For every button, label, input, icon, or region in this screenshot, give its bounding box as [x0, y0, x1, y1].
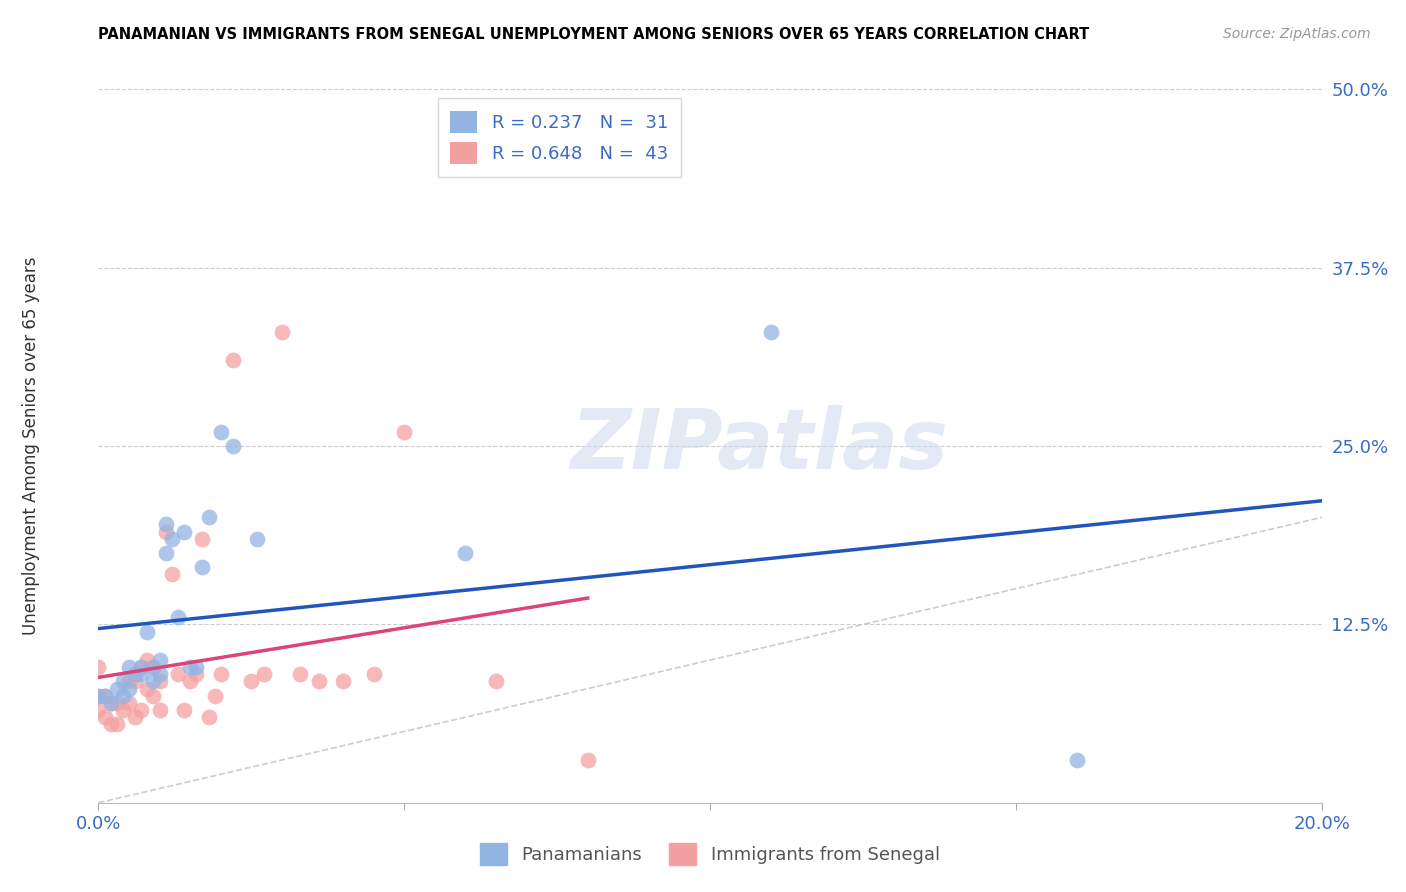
- Text: ZIPatlas: ZIPatlas: [569, 406, 948, 486]
- Point: [186, 667, 208, 681]
- Text: Unemployment Among Seniors over 65 years: Unemployment Among Seniors over 65 years: [22, 257, 39, 635]
- Point: [392, 425, 416, 439]
- Point: [167, 667, 190, 681]
- Point: [142, 674, 165, 689]
- Point: [759, 325, 782, 339]
- Point: [240, 674, 263, 689]
- Point: [485, 674, 508, 689]
- Point: [142, 660, 165, 674]
- Point: [124, 710, 146, 724]
- Point: [129, 660, 152, 674]
- Point: [246, 532, 269, 546]
- Point: [155, 546, 177, 560]
- Point: [167, 610, 190, 624]
- Point: [149, 703, 172, 717]
- Point: [93, 689, 115, 703]
- Point: [129, 667, 152, 681]
- Point: [191, 560, 214, 574]
- Point: [136, 624, 159, 639]
- Point: [160, 532, 183, 546]
- Point: [118, 696, 141, 710]
- Point: [191, 532, 214, 546]
- Point: [252, 667, 274, 681]
- Point: [173, 703, 195, 717]
- Point: [111, 674, 134, 689]
- Point: [222, 439, 245, 453]
- Point: [100, 717, 122, 731]
- Point: [160, 567, 183, 582]
- Point: [209, 425, 232, 439]
- Point: [222, 353, 245, 368]
- Point: [87, 703, 110, 717]
- Point: [87, 689, 110, 703]
- Point: [173, 524, 195, 539]
- Point: [142, 660, 165, 674]
- Point: [204, 689, 226, 703]
- Point: [363, 667, 385, 681]
- Point: [197, 510, 219, 524]
- Point: [100, 696, 122, 710]
- Point: [124, 674, 146, 689]
- Legend: Panamanians, Immigrants from Senegal: Panamanians, Immigrants from Senegal: [472, 836, 948, 872]
- Point: [129, 660, 152, 674]
- Point: [124, 667, 146, 681]
- Point: [270, 325, 292, 339]
- Point: [149, 667, 172, 681]
- Point: [111, 703, 134, 717]
- Point: [308, 674, 330, 689]
- Point: [136, 653, 159, 667]
- Point: [87, 660, 110, 674]
- Point: [155, 524, 177, 539]
- Point: [290, 667, 312, 681]
- Point: [87, 689, 110, 703]
- Point: [454, 546, 477, 560]
- Point: [105, 681, 128, 696]
- Point: [105, 696, 128, 710]
- Point: [136, 681, 159, 696]
- Point: [105, 717, 128, 731]
- Text: PANAMANIAN VS IMMIGRANTS FROM SENEGAL UNEMPLOYMENT AMONG SENIORS OVER 65 YEARS C: PANAMANIAN VS IMMIGRANTS FROM SENEGAL UN…: [98, 27, 1090, 42]
- Point: [129, 703, 152, 717]
- Point: [93, 689, 115, 703]
- Point: [179, 660, 201, 674]
- Point: [209, 667, 232, 681]
- Point: [576, 753, 599, 767]
- Point: [197, 710, 219, 724]
- Point: [149, 674, 172, 689]
- Point: [186, 660, 208, 674]
- Point: [111, 689, 134, 703]
- Point: [142, 689, 165, 703]
- Point: [100, 696, 122, 710]
- Point: [118, 681, 141, 696]
- Point: [118, 660, 141, 674]
- Text: Source: ZipAtlas.com: Source: ZipAtlas.com: [1223, 27, 1371, 41]
- Point: [1066, 753, 1088, 767]
- Point: [118, 674, 141, 689]
- Point: [179, 674, 201, 689]
- Point: [149, 653, 172, 667]
- Point: [332, 674, 354, 689]
- Point: [155, 517, 177, 532]
- Point: [93, 710, 115, 724]
